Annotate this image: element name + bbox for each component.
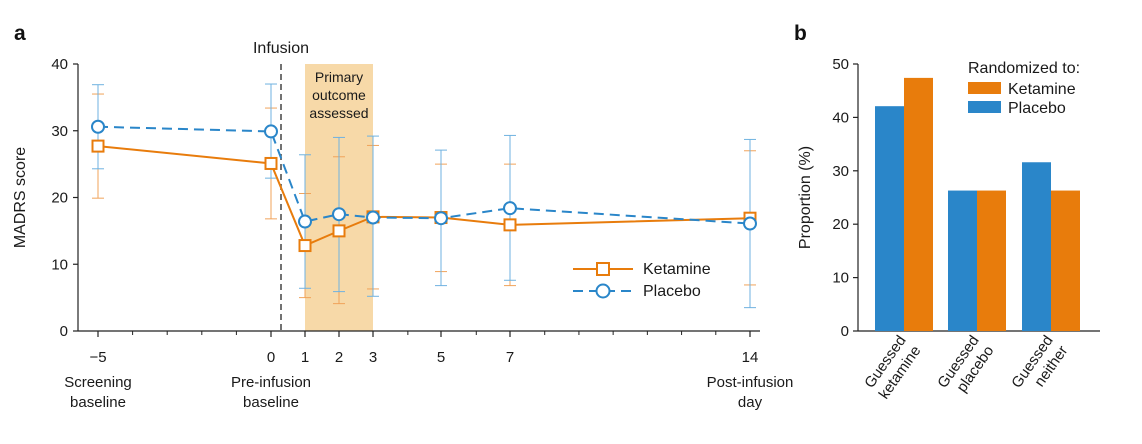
legend: Ketamine Placebo [573, 261, 711, 300]
x-tick-label: 5 [437, 349, 445, 366]
y-tick-label: 20 [832, 216, 849, 233]
legend-marker-placebo [595, 283, 611, 299]
series-line-placebo [97, 125, 751, 225]
legend-label: Ketamine [643, 261, 711, 278]
data-point-ketamine [332, 224, 346, 238]
bar-ketamine [1051, 190, 1080, 331]
series-line-ketamine [97, 145, 751, 247]
data-point-ketamine [503, 218, 517, 232]
panel-b: b Proportion (%) 0 10 20 30 40 50 Guessedketam… [794, 22, 1100, 402]
data-point-placebo [298, 214, 312, 229]
y-tick-label: 0 [841, 323, 849, 340]
y-tick-label: 30 [51, 123, 68, 140]
bar-ketamine [977, 190, 1006, 331]
y-tick-label: 10 [51, 256, 68, 273]
data-point-placebo [434, 211, 448, 226]
data-point-placebo [503, 201, 517, 216]
y-axis-label: MADRS score [12, 147, 29, 248]
x-tick-label: 14 [742, 349, 759, 366]
x-category-label: baseline [70, 394, 126, 411]
x-category-label: Pre-infusion [231, 374, 311, 391]
bar-placebo [875, 106, 904, 331]
bar-ketamine [904, 77, 933, 331]
bar-placebo [1022, 162, 1051, 331]
bar-placebo [948, 190, 977, 331]
primary-outcome-label: Primary outcome assessed [309, 69, 368, 121]
shade-label-line: outcome [312, 87, 366, 103]
y-tick-label: 30 [832, 163, 849, 180]
y-tick-label: 10 [832, 270, 849, 287]
data-point-ketamine [264, 156, 278, 170]
panel-a: a Primary outcome assessed Infusion MADRS … [12, 22, 793, 411]
legend-title: Randomized to: [968, 60, 1080, 77]
x-category-label: Screening [64, 374, 132, 391]
y-tick-label: 20 [51, 190, 68, 207]
axes: 0 10 20 30 40 −5 Screening baseline 0 Pre-infusio… [51, 56, 793, 411]
panel-a-label: a [14, 22, 26, 45]
legend: Randomized to: Ketamine Placebo [968, 60, 1080, 117]
x-tick-label: 7 [506, 349, 514, 366]
legend-swatch-ketamine [968, 82, 1001, 94]
y-tick-label: 40 [51, 56, 68, 73]
y-axis-label: Proportion (%) [797, 146, 814, 249]
x-category-label: day [738, 394, 763, 411]
legend-swatch-placebo [968, 101, 1001, 113]
series-lines [97, 125, 751, 247]
shade-label-line: assessed [309, 105, 368, 121]
infusion-label: Infusion [253, 40, 309, 57]
x-tick-label: 1 [301, 349, 309, 366]
data-point-placebo [264, 124, 278, 139]
data-point-ketamine [91, 139, 105, 153]
series-markers [91, 119, 757, 253]
x-category-label: baseline [243, 394, 299, 411]
data-point-ketamine [298, 239, 312, 253]
shade-label-line: Primary [315, 69, 363, 85]
error-bars [92, 83, 756, 309]
data-point-placebo [332, 207, 346, 222]
x-tick-label: 3 [369, 349, 377, 366]
data-point-placebo [366, 210, 380, 225]
x-category-label: Post-infusion [707, 374, 794, 391]
data-point-placebo [743, 216, 757, 231]
legend-label: Ketamine [1008, 81, 1076, 98]
y-tick-label: 0 [60, 323, 68, 340]
legend-label: Placebo [1008, 100, 1066, 117]
legend-marker-ketamine [596, 262, 610, 276]
x-tick-label: −5 [89, 349, 106, 366]
y-tick-label: 50 [832, 56, 849, 73]
data-point-placebo [91, 119, 105, 134]
x-tick-label: 0 [267, 349, 275, 366]
bars [875, 77, 1080, 331]
x-tick-label: 2 [335, 349, 343, 366]
legend-label: Placebo [643, 283, 701, 300]
panel-b-label: b [794, 22, 807, 45]
y-tick-label: 40 [832, 109, 849, 126]
